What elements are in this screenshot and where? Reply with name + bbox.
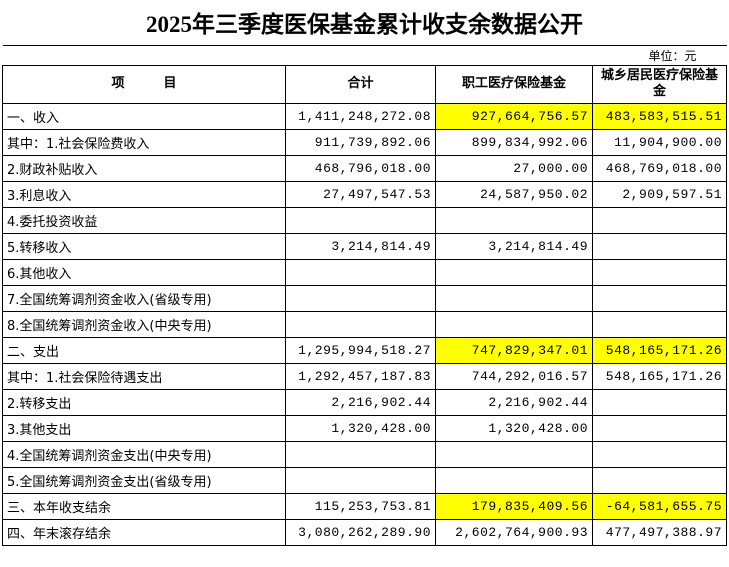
cell <box>592 388 727 416</box>
row-label: 2.转移支出 <box>2 388 286 416</box>
table-row: 5.转移收入 3,214,814.49 3,214,814.49 <box>2 232 727 260</box>
table-row: 3.其他支出 1,320,428.00 1,320,428.00 <box>2 414 727 442</box>
unit: 单位：元 <box>648 48 697 63</box>
cell: 1,295,994,518.27 <box>285 336 436 364</box>
cell: 3,214,814.49 <box>285 232 436 260</box>
cell: 115,253,753.81 <box>285 492 436 520</box>
row-label: 二、支出 <box>2 336 286 364</box>
table-row: 8.全国统筹调剂资金收入(中央专用) <box>2 310 727 338</box>
table-row: 3.利息收入 27,497,547.53 24,587,950.02 2,909,59… <box>2 180 727 208</box>
column-header: 项 目 <box>2 64 286 104</box>
row-label: 其中：1.社会保险费收入 <box>2 128 286 156</box>
cell: 27,000.00 <box>435 154 593 182</box>
row-label: 4.全国统筹调剂资金支出(中央专用) <box>2 440 286 468</box>
cell: 1,292,457,187.83 <box>285 362 436 390</box>
cell: 179,835,409.56 <box>435 492 593 520</box>
row-label: 2.财政补贴收入 <box>2 154 286 182</box>
table-row: 三、本年收支结余 115,253,753.81 179,835,409.56 -64,… <box>2 492 727 520</box>
cell <box>592 310 727 338</box>
cell: 744,292,016.57 <box>435 362 593 390</box>
cell: 3,080,262,289.90 <box>285 518 436 546</box>
cell: 927,664,756.57 <box>435 102 593 130</box>
cell: 747,829,347.01 <box>435 336 593 364</box>
table-row: 7.全国统筹调剂资金收入(省级专用) <box>2 284 727 312</box>
column-header: 城乡居民医疗保险基金 <box>592 64 727 104</box>
cell <box>435 206 593 234</box>
cell: 2,602,764,900.93 <box>435 518 593 546</box>
column-header: 职工医疗保险基金 <box>435 64 593 104</box>
cell: 483,583,515.51 <box>592 102 727 130</box>
row-label: 其中：1.社会保险待遇支出 <box>2 362 286 390</box>
table-row: 四、年末滚存结余 3,080,262,289.90 2,602,764,900.93… <box>2 518 727 546</box>
row-label: 6.其他收入 <box>2 258 286 286</box>
table-row: 其中：1.社会保险待遇支出 1,292,457,187.83 744,292,016… <box>2 362 727 390</box>
row-label: 3.利息收入 <box>2 180 286 208</box>
table-row: 2.财政补贴收入 468,796,018.00 27,000.00 468,769,0… <box>2 154 727 182</box>
cell <box>592 414 727 442</box>
cell <box>435 310 593 338</box>
cell: 1,320,428.00 <box>285 414 436 442</box>
row-label: 三、本年收支结余 <box>2 492 286 520</box>
row-label: 3.其他支出 <box>2 414 286 442</box>
cell <box>285 284 436 312</box>
row-label: 8.全国统筹调剂资金收入(中央专用) <box>2 310 286 338</box>
table-row: 一、收入 1,411,248,272.08 927,664,756.57 483,58… <box>2 102 727 130</box>
table-row: 4.全国统筹调剂资金支出(中央专用) <box>2 440 727 468</box>
cell: 468,796,018.00 <box>285 154 436 182</box>
table-row: 其中：1.社会保险费收入 911,739,892.06 899,834,992.06… <box>2 128 727 156</box>
data-table: 2025年三季度医保基金累计收支余数据公开 单位：元 项 目合计 职工医疗保险基金… <box>2 0 727 546</box>
header-row: 项 目合计 职工医疗保险基金 城乡居民医疗保险基金 <box>2 64 727 104</box>
table-row: 6.其他收入 <box>2 258 727 286</box>
row-label: 四、年末滚存结余 <box>2 518 286 546</box>
cell <box>285 206 436 234</box>
cell: 899,834,992.06 <box>435 128 593 156</box>
cell <box>592 258 727 286</box>
cell <box>592 440 727 468</box>
cell <box>592 206 727 234</box>
row-label: 一、收入 <box>2 102 286 130</box>
cell <box>592 232 727 260</box>
cell: 11,904,900.00 <box>592 128 727 156</box>
cell: 1,411,248,272.08 <box>285 102 436 130</box>
cell <box>285 258 436 286</box>
row-label: 5.全国统筹调剂资金支出(省级专用) <box>2 466 286 494</box>
cell <box>285 310 436 338</box>
cell <box>285 440 436 468</box>
cell: -64,581,655.75 <box>592 492 727 520</box>
row-label: 7.全国统筹调剂资金收入(省级专用) <box>2 284 286 312</box>
title: 2025年三季度医保基金累计收支余数据公开 <box>2 0 727 46</box>
table-row: 5.全国统筹调剂资金支出(省级专用) <box>2 466 727 494</box>
cell: 548,165,171.26 <box>592 336 727 364</box>
cell <box>285 466 436 494</box>
cell: 911,739,892.06 <box>285 128 436 156</box>
cell <box>435 440 593 468</box>
cell: 27,497,547.53 <box>285 180 436 208</box>
cell: 2,216,902.44 <box>285 388 436 416</box>
cell <box>592 466 727 494</box>
cell: 1,320,428.00 <box>435 414 593 442</box>
table-row: 2.转移支出 2,216,902.44 2,216,902.44 <box>2 388 727 416</box>
cell: 468,769,018.00 <box>592 154 727 182</box>
cell <box>435 258 593 286</box>
cell <box>592 284 727 312</box>
cell: 24,587,950.02 <box>435 180 593 208</box>
cell: 477,497,388.97 <box>592 518 727 546</box>
row-label: 5.转移收入 <box>2 232 286 260</box>
table-row: 二、支出 1,295,994,518.27 747,829,347.01 548,16… <box>2 336 727 364</box>
table-row: 4.委托投资收益 <box>2 206 727 234</box>
cell <box>435 466 593 494</box>
row-label: 4.委托投资收益 <box>2 206 286 234</box>
column-header: 合计 <box>285 64 436 104</box>
cell: 3,214,814.49 <box>435 232 593 260</box>
cell: 2,909,597.51 <box>592 180 727 208</box>
cell <box>435 284 593 312</box>
cell: 548,165,171.26 <box>592 362 727 390</box>
cell: 2,216,902.44 <box>435 388 593 416</box>
